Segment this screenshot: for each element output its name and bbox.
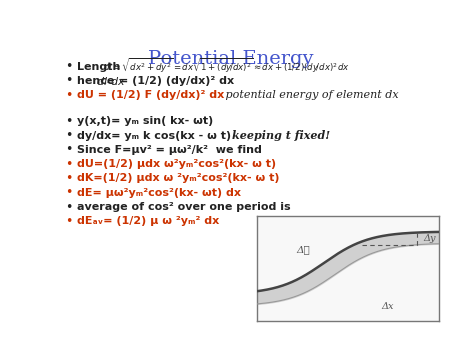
Text: dEₐᵥ= (1/2) μ ω ²yₘ² dx: dEₐᵥ= (1/2) μ ω ²yₘ² dx	[77, 216, 220, 226]
Text: dE= μω²yₘ²cos²(kx- ωt) dx: dE= μω²yₘ²cos²(kx- ωt) dx	[77, 188, 241, 198]
Text: hence: hence	[77, 76, 118, 86]
Text: keeping t fixed!: keeping t fixed!	[232, 130, 330, 141]
Text: potential energy of element dx: potential energy of element dx	[215, 90, 399, 100]
Text: •: •	[65, 74, 72, 88]
Text: •: •	[65, 172, 72, 185]
Text: Potential Energy: Potential Energy	[148, 50, 313, 68]
Text: average of cos² over one period is: average of cos² over one period is	[77, 202, 291, 212]
Text: dy/dx= yₘ k cos(kx - ω t): dy/dx= yₘ k cos(kx - ω t)	[77, 130, 231, 141]
Text: •: •	[65, 89, 72, 102]
Text: •: •	[65, 60, 72, 73]
Text: dK=(1/2) μdx ω ²yₘ²cos²(kx- ω t): dK=(1/2) μdx ω ²yₘ²cos²(kx- ω t)	[77, 173, 280, 184]
Text: •: •	[65, 143, 72, 156]
Text: •: •	[65, 186, 72, 199]
Text: dU=(1/2) μdx ω²yₘ²cos²(kx- ω t): dU=(1/2) μdx ω²yₘ²cos²(kx- ω t)	[77, 159, 276, 169]
Text: Δℓ: Δℓ	[297, 245, 310, 255]
Text: •: •	[65, 115, 72, 128]
Text: Length: Length	[77, 62, 121, 72]
Text: •: •	[65, 158, 72, 171]
Text: $dl\text{-}dx$: $dl\text{-}dx$	[96, 75, 126, 87]
Text: •: •	[65, 201, 72, 214]
Text: = (1/2) (dy/dx)² dx: = (1/2) (dy/dx)² dx	[119, 76, 234, 86]
Text: $dl = \sqrt{dx^2+dy^2} = dx\sqrt{1+(dy\!/dx)^2} \approx dx+(1/2)(dy\!/dx)^2 dx$: $dl = \sqrt{dx^2+dy^2} = dx\sqrt{1+(dy\!…	[104, 57, 350, 76]
Text: •: •	[65, 215, 72, 228]
Text: Δx: Δx	[382, 302, 394, 311]
Text: y(x,t)= yₘ sin( kx- ωt): y(x,t)= yₘ sin( kx- ωt)	[77, 116, 213, 126]
Text: Δy: Δy	[423, 234, 436, 243]
Text: •: •	[65, 129, 72, 142]
Text: Since F=μv² = μω²/k²  we find: Since F=μv² = μω²/k² we find	[77, 145, 262, 155]
Text: dU = (1/2) F (dy/dx)² dx: dU = (1/2) F (dy/dx)² dx	[77, 90, 225, 100]
